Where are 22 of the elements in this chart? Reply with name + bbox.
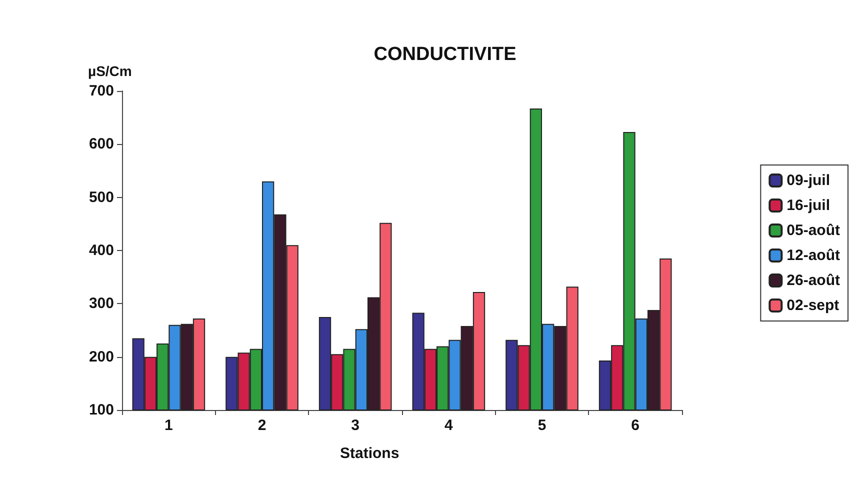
chart-title: CONDUCTIVITE — [374, 44, 516, 65]
x-tick-label: 6 — [631, 417, 640, 434]
y-tick-label: 500 — [88, 188, 114, 206]
x-tick-label: 1 — [164, 417, 173, 434]
x-tick-label: 4 — [444, 417, 454, 434]
legend-label: 09-juil — [786, 172, 830, 189]
legend-label: 16-juil — [786, 197, 830, 214]
legend-label: 12-août — [786, 247, 840, 264]
y-tick-label: 200 — [88, 348, 114, 366]
x-tick-label: 5 — [538, 417, 546, 434]
x-tick-label: 3 — [351, 417, 360, 434]
y-tick-label: 600 — [88, 136, 114, 153]
y-axis-title: µS/Cm — [88, 63, 132, 79]
x-axis-title: Stations — [340, 445, 400, 462]
y-tick-label: 300 — [88, 295, 114, 312]
x-tick-label: 2 — [258, 417, 266, 434]
y-tick-label: 100 — [88, 402, 114, 418]
legend-label: 26-août — [786, 272, 840, 289]
y-tick-label: 700 — [88, 82, 114, 100]
y-tick-label: 400 — [88, 242, 114, 259]
legend-label: 02-sept — [786, 297, 840, 314]
legend-label: 05-août — [786, 222, 840, 239]
